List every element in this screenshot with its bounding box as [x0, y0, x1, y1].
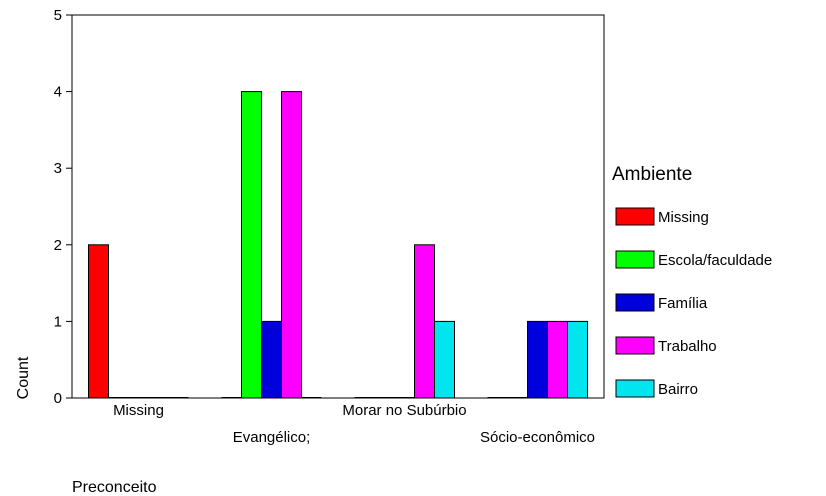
legend-label: Trabalho: [658, 338, 717, 355]
x-category-label: Morar no Subúrbio: [342, 402, 466, 419]
legend-swatch: [615, 293, 655, 312]
y-tick-label: 2: [54, 237, 62, 254]
legend-swatch: [615, 336, 655, 355]
y-axis-title: Count: [15, 356, 32, 399]
bar: [567, 320, 588, 399]
legend-swatch: [615, 379, 655, 398]
y-tick-label: 5: [54, 7, 62, 24]
x-category-label: Evangélico;: [233, 429, 311, 446]
bar: [261, 320, 282, 399]
legend-title: Ambiente: [612, 164, 692, 185]
bar: [241, 91, 262, 399]
bar: [434, 320, 455, 399]
y-tick-label: 4: [54, 84, 62, 101]
bar: [414, 244, 435, 399]
legend-label: Escola/faculdade: [658, 252, 772, 269]
y-tick-label: 1: [54, 313, 62, 330]
bars-group: [88, 91, 588, 399]
x-category-label: Sócio-econômico: [480, 429, 595, 446]
bar: [88, 244, 109, 399]
legend-swatch: [615, 250, 655, 269]
bar: [547, 320, 568, 399]
legend-label: Família: [658, 295, 708, 312]
x-category-label: Missing: [113, 402, 164, 419]
legend-label: Missing: [658, 209, 709, 226]
y-tick-label: 3: [54, 160, 62, 177]
bar: [527, 320, 548, 399]
x-axis: Missing Evangélico; Morar no Subúrbio Sócio…: [113, 402, 595, 446]
bar: [281, 91, 302, 399]
legend-swatch: [615, 207, 655, 226]
y-tick-label: 0: [54, 390, 62, 407]
x-axis-title: Preconceito: [72, 479, 157, 496]
plot-area-frame: [71, 14, 605, 399]
legend-label: Bairro: [658, 381, 698, 398]
legend: Missing Escola/faculdade Família Trabalho Ba…: [615, 207, 772, 398]
y-axis: 0 1 2 3 4 5: [54, 7, 72, 407]
